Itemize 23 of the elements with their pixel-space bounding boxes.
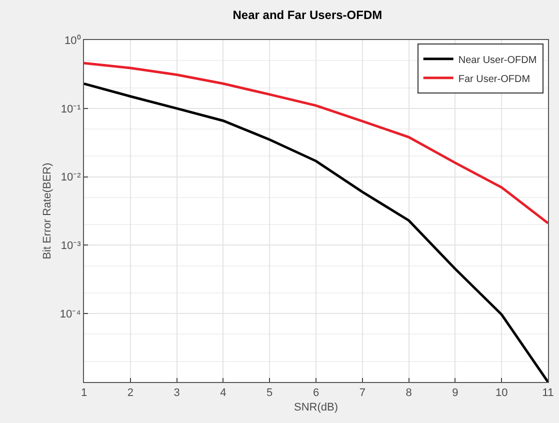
legend-label: Near User-OFDM xyxy=(458,54,537,66)
y-tick-label: 10⁻⁴ xyxy=(60,308,82,320)
y-tick-label: 10⁰ xyxy=(64,34,81,47)
x-axis-title: SNR(dB) xyxy=(294,401,338,414)
legend-label: Far User-OFDM xyxy=(458,74,530,85)
x-tick-label: 7 xyxy=(359,387,366,400)
y-tick-label: 10⁻³ xyxy=(60,240,82,252)
y-axis-title: Bit Error Rate(BER) xyxy=(41,162,54,260)
x-tick-label: 2 xyxy=(127,387,134,400)
line-series xyxy=(84,82,548,382)
line-series xyxy=(84,62,548,224)
x-tick-label: 10 xyxy=(495,387,508,400)
x-tick-label: 4 xyxy=(220,387,226,400)
x-tick-label: 5 xyxy=(266,387,273,400)
x-tick-label: 3 xyxy=(174,387,180,400)
chart-title: Near and Far Users-OFDM xyxy=(232,8,382,22)
y-tick-label: 10⁻² xyxy=(60,172,82,184)
y-tick-label: 10⁻¹ xyxy=(60,103,82,116)
x-tick-label: 9 xyxy=(452,387,458,400)
x-tick-label: 6 xyxy=(312,387,320,400)
x-tick-label: 1 xyxy=(80,387,88,400)
x-tick-label: 11 xyxy=(542,387,554,400)
x-tick-label: 8 xyxy=(406,387,412,400)
